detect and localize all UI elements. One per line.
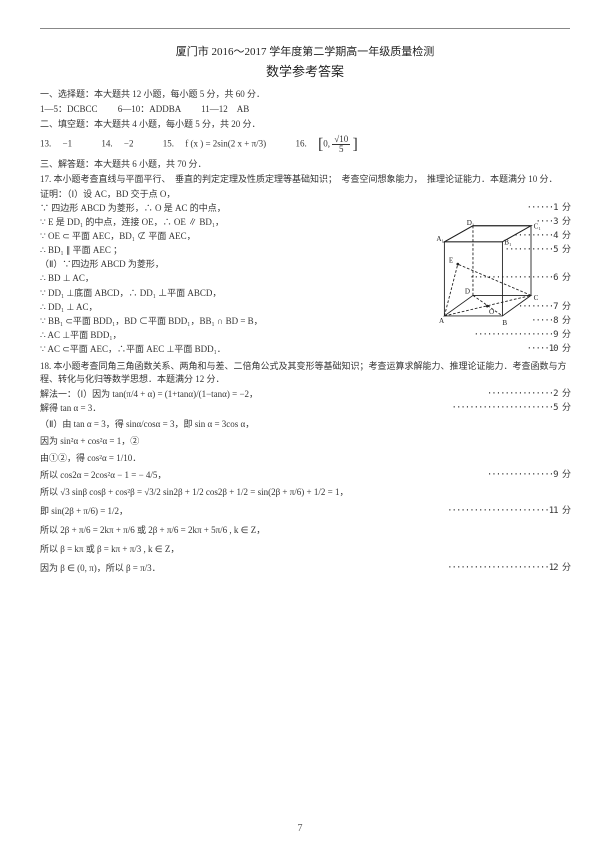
q18-stem: 18. 本小题考查同角三角函数关系、两角和与差、二倍角公式及其变形等基础知识；考… — [40, 360, 570, 386]
lbl-E: E — [449, 256, 453, 264]
q18-l8: 所以 2β + π/6 = 2kπ + π/6 或 2β + π/6 = 2kπ… — [40, 524, 570, 537]
lbl-C1: C₁ — [534, 222, 541, 230]
doc-title: 数学参考答案 — [40, 63, 570, 82]
fill-blank-row: 13. −1 14. −2 15. f (x ) = 2sin(2 x + π/… — [40, 133, 570, 156]
q17l5t: ∴ BD ⊥ AC， — [40, 272, 469, 285]
bracket-close: ] — [352, 136, 357, 153]
q18l5: 所以 cos2α = 2cos²α − 1 = − 4/5， — [40, 469, 487, 482]
q18m2: 解得 tan α = 3． — [40, 402, 452, 415]
q18-method1-line1: 解法一：（Ⅰ）因为 tan(π/4 + α) = (1+tanα)/(1−tan… — [40, 388, 570, 401]
q17-proof-open: 证明：（Ⅰ）设 AC，BD 交于点 O， — [40, 188, 570, 201]
q18l7: 即 sin(2β + π/6) = 1/2， — [40, 505, 447, 518]
section-1-heading: 一、选择题：本大题共 12 小题，每小题 5 分，共 60 分． — [40, 88, 570, 101]
blank-13: −1 — [63, 139, 73, 149]
mc-answers: 1—5：DCBCC 6—10：ADDBA 11—12 AB — [40, 103, 570, 116]
top-rule — [40, 28, 570, 29]
q18s10: ·······················12 分 — [447, 562, 570, 575]
lbl-B1: B₁ — [504, 239, 511, 247]
q18-l7: 即 sin(2β + π/6) = 1/2，··················… — [40, 505, 570, 518]
q17-stem: 17. 本小题考查直线与平面平行、 垂直的判定定理及性质定理等基础知识； 考查空… — [40, 173, 570, 186]
section-3-heading: 三、解答题：本大题共 6 小题，共 70 分． — [40, 158, 570, 171]
q18m: 解法一：（Ⅰ）因为 tan(π/4 + α) = (1+tanα)/(1−tan… — [40, 388, 487, 401]
q18s7: ·······················11 分 — [447, 505, 570, 518]
q18-part2-open: （Ⅱ）由 tan α = 3，得 sinα/cosα = 3，即 sin α =… — [40, 418, 570, 431]
q18s5: ···············9 分 — [487, 469, 570, 482]
b16d: 5 — [332, 145, 350, 154]
q17s1: ······1 分 — [527, 202, 570, 215]
blank-15-lbl: 15. — [163, 139, 174, 149]
b16a: 0, — [323, 139, 330, 149]
blank-14: −2 — [124, 139, 134, 149]
mc-11-12: 11—12 AB — [201, 104, 249, 114]
q17l9t: ∴ AC ⊥平面 BDD₁， — [40, 329, 474, 342]
lbl-A1: A₁ — [436, 235, 444, 243]
exam-title: 厦门市 2016～2017 学年度第二学期高一年级质量检测 — [40, 45, 570, 61]
q18-method1-line2: 解得 tan α = 3．·······················5 分 — [40, 402, 570, 415]
q18l6a: 所以 √3 sinβ cosβ + cos²β = — [40, 487, 142, 497]
lbl-D: D — [465, 288, 470, 296]
blank-14-lbl: 14. — [101, 139, 112, 149]
q17-step-1: ∵ 四边形 ABCD 为菱形，∴ O 是 AC 的中点，······1 分 — [40, 202, 570, 215]
cube-diagram: A B C D A₁ B₁ C₁ D₁ E O — [431, 218, 556, 346]
q18l10: 因为 β ∈ (0, π)，所以 β = π/3． — [40, 562, 447, 575]
blank-16-lbl: 16. — [295, 139, 306, 149]
lbl-O: O — [489, 308, 494, 316]
page: 厦门市 2016～2017 学年度第二学期高一年级质量检测 数学参考答案 一、选… — [0, 0, 600, 850]
blank-15: f (x ) = 2sin(2 x + π/3) — [185, 139, 266, 149]
lbl-D1: D₁ — [467, 219, 475, 227]
q18m2s: ·······················5 分 — [452, 402, 570, 415]
page-number: 7 — [0, 822, 600, 837]
q18-l6: 所以 √3 sinβ cosβ + cos²β = √3/2 sin2β + 1… — [40, 486, 570, 499]
lbl-B: B — [502, 319, 507, 327]
q18-l10: 因为 β ∈ (0, π)，所以 β = π/3．···············… — [40, 562, 570, 575]
q18l6b: √3/2 sin2β + 1/2 cos2β + 1/2 = sin(2β + … — [144, 487, 348, 497]
q18-l3: 因为 sin²α + cos²α = 1，② — [40, 435, 570, 448]
q18-l9: 所以 β = kπ 或 β = kπ + π/3 , k ∈ Z， — [40, 543, 570, 556]
q18-l4: 由①②，得 cos²α = 1/10． — [40, 452, 570, 465]
blank-16: [0, √105 ] — [318, 133, 358, 156]
section-2-heading: 二、填空题：本大题共 4 小题，每小题 5 分，共 20 分． — [40, 118, 570, 131]
q17l1t: ∵ 四边形 ABCD 为菱形，∴ O 是 AC 的中点， — [40, 202, 527, 215]
mc-1-5: 1—5：DCBCC — [40, 104, 98, 114]
blank-13-lbl: 13. — [40, 139, 51, 149]
q18-l5: 所以 cos2α = 2cos²α − 1 = − 4/5，··········… — [40, 469, 570, 482]
q18ms: ···············2 分 — [487, 388, 570, 401]
mc-6-10: 6—10：ADDBA — [118, 104, 181, 114]
lbl-C: C — [534, 294, 539, 302]
lbl-A: A — [439, 317, 445, 325]
